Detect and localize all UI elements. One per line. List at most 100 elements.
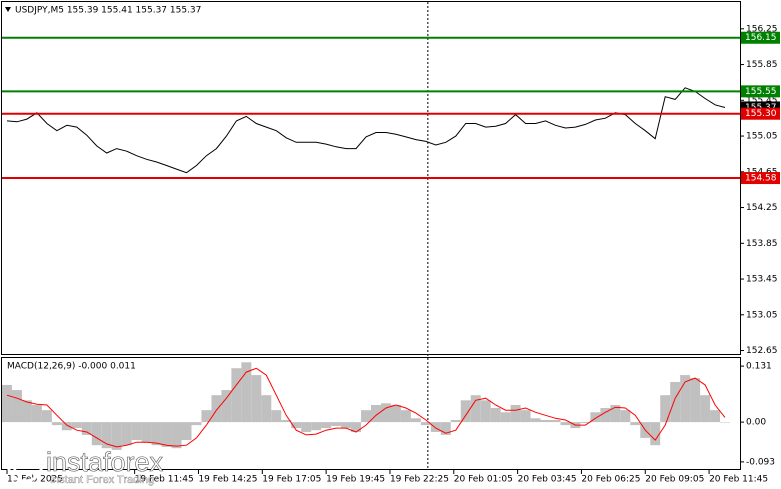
x-tick-label: 20 Feb 09:05 — [645, 475, 704, 485]
macd-frame — [1, 357, 741, 470]
logo-arrow — [12, 453, 39, 471]
x-tick-label: 19 Feb 22:25 — [390, 475, 449, 485]
histogram-bar — [331, 422, 342, 426]
x-tick-label: 19 Feb 17:05 — [262, 475, 321, 485]
histogram-bar — [221, 390, 232, 423]
histogram-bar — [510, 405, 521, 423]
histogram-bar — [271, 410, 282, 423]
histogram-bar — [550, 419, 561, 423]
histogram-bar — [690, 378, 701, 423]
y-tick-label: 0.00 — [746, 418, 766, 428]
chart-title: USDJPY,M5 155.39 155.41 155.37 155.37 — [15, 6, 201, 16]
histogram-bar — [410, 418, 421, 423]
y-tick-label: -0.093 — [746, 457, 775, 467]
level-box — [741, 172, 780, 185]
y-tick-label: 156.25 — [746, 24, 778, 34]
histogram-bar — [61, 422, 72, 431]
y-tick-label: 153.45 — [746, 275, 778, 285]
y-tick-label: 153.05 — [746, 310, 778, 320]
histogram-bar — [560, 422, 571, 426]
level-box-label: 155.55 — [745, 87, 777, 97]
watermark-tagline: Instant Forex Trading — [50, 474, 154, 486]
histogram-bar — [351, 422, 362, 432]
histogram-bar — [231, 368, 242, 423]
histogram-bar — [301, 422, 312, 432]
level-box — [741, 85, 780, 98]
histogram-bar — [490, 408, 501, 423]
histogram-bar — [181, 422, 192, 441]
histogram-bar — [400, 410, 411, 423]
histogram-bar — [670, 381, 681, 423]
histogram-bar — [600, 408, 611, 423]
x-tick-label: 19 Feb 14:25 — [198, 475, 257, 485]
level-box-label: 155.30 — [745, 109, 777, 119]
histogram-bar — [530, 418, 541, 423]
histogram-bar — [141, 422, 152, 443]
y-tick-label: 155.85 — [746, 60, 778, 70]
x-tick-label: 20 Feb 11:45 — [709, 475, 768, 485]
histogram-bar — [91, 422, 102, 446]
watermark: instaforex Instant Forex Trading — [6, 445, 164, 486]
y-tick-label: 154.25 — [746, 203, 778, 213]
histogram-bar — [460, 400, 471, 423]
histogram-bar — [311, 422, 322, 431]
histogram-bar — [241, 362, 252, 423]
x-tick-label: 19 Feb 11:45 — [135, 475, 194, 485]
histogram-bar — [21, 400, 32, 423]
x-tick-label: 19 Feb 19:45 — [326, 475, 385, 485]
histogram-bar — [191, 422, 202, 426]
histogram-bar — [131, 422, 142, 441]
histogram-bar — [710, 410, 721, 423]
histogram-bar — [361, 410, 371, 423]
histogram-bar — [450, 419, 461, 423]
x-tick-label: 20 Feb 01:05 — [454, 475, 513, 485]
histogram-bar — [680, 375, 691, 423]
histogram-bar — [650, 422, 661, 446]
level-box-label: 156.15 — [745, 33, 777, 43]
watermark-brand: instaforex — [46, 447, 164, 477]
histogram-bar — [41, 410, 52, 423]
x-tick-label: 20 Feb 06:25 — [581, 475, 640, 485]
histogram-bar — [371, 405, 381, 423]
histogram-bar — [291, 422, 302, 429]
y-tick-label: 152.65 — [746, 346, 778, 356]
y-tick-label: 155.45 — [746, 96, 778, 106]
histogram-bar — [590, 412, 601, 423]
histogram-bar — [700, 395, 711, 423]
histogram-bar — [81, 422, 92, 435]
histogram-bar — [31, 405, 42, 423]
level-box-label: 154.58 — [745, 174, 777, 184]
histogram-bar — [720, 422, 731, 423]
histogram-bar — [620, 410, 631, 423]
histogram-bar — [211, 395, 222, 423]
logo-ring — [6, 445, 44, 483]
histogram-bar — [151, 422, 162, 446]
histogram-bar — [251, 375, 262, 423]
histogram-bar — [71, 422, 82, 429]
macd-title: MACD(12,26,9) -0.000 0.011 — [7, 362, 136, 372]
histogram-bar — [171, 422, 182, 449]
histogram-bar — [51, 422, 62, 426]
histogram-bar — [201, 410, 212, 423]
main-frame — [1, 1, 741, 355]
histogram-bar — [321, 422, 332, 429]
histogram-bar — [390, 405, 401, 423]
histogram-bar — [630, 422, 641, 426]
histogram-bar — [610, 405, 621, 423]
histogram-bar — [540, 419, 551, 423]
histogram-bar — [11, 390, 22, 423]
histogram-bar — [480, 400, 491, 423]
level-box — [741, 31, 780, 44]
x-tick-label: 20 Feb 03:45 — [518, 475, 577, 485]
histogram-bar — [161, 422, 172, 447]
level-box — [741, 107, 780, 120]
y-tick-label: 153.85 — [746, 239, 778, 249]
histogram-bar — [121, 422, 132, 446]
histogram-bar — [380, 403, 391, 423]
histogram-bar — [580, 422, 591, 423]
price-line — [6, 87, 726, 174]
histogram-bar — [2, 384, 12, 423]
menu-triangle — [5, 7, 11, 12]
y-tick-label: 155.05 — [746, 132, 778, 142]
